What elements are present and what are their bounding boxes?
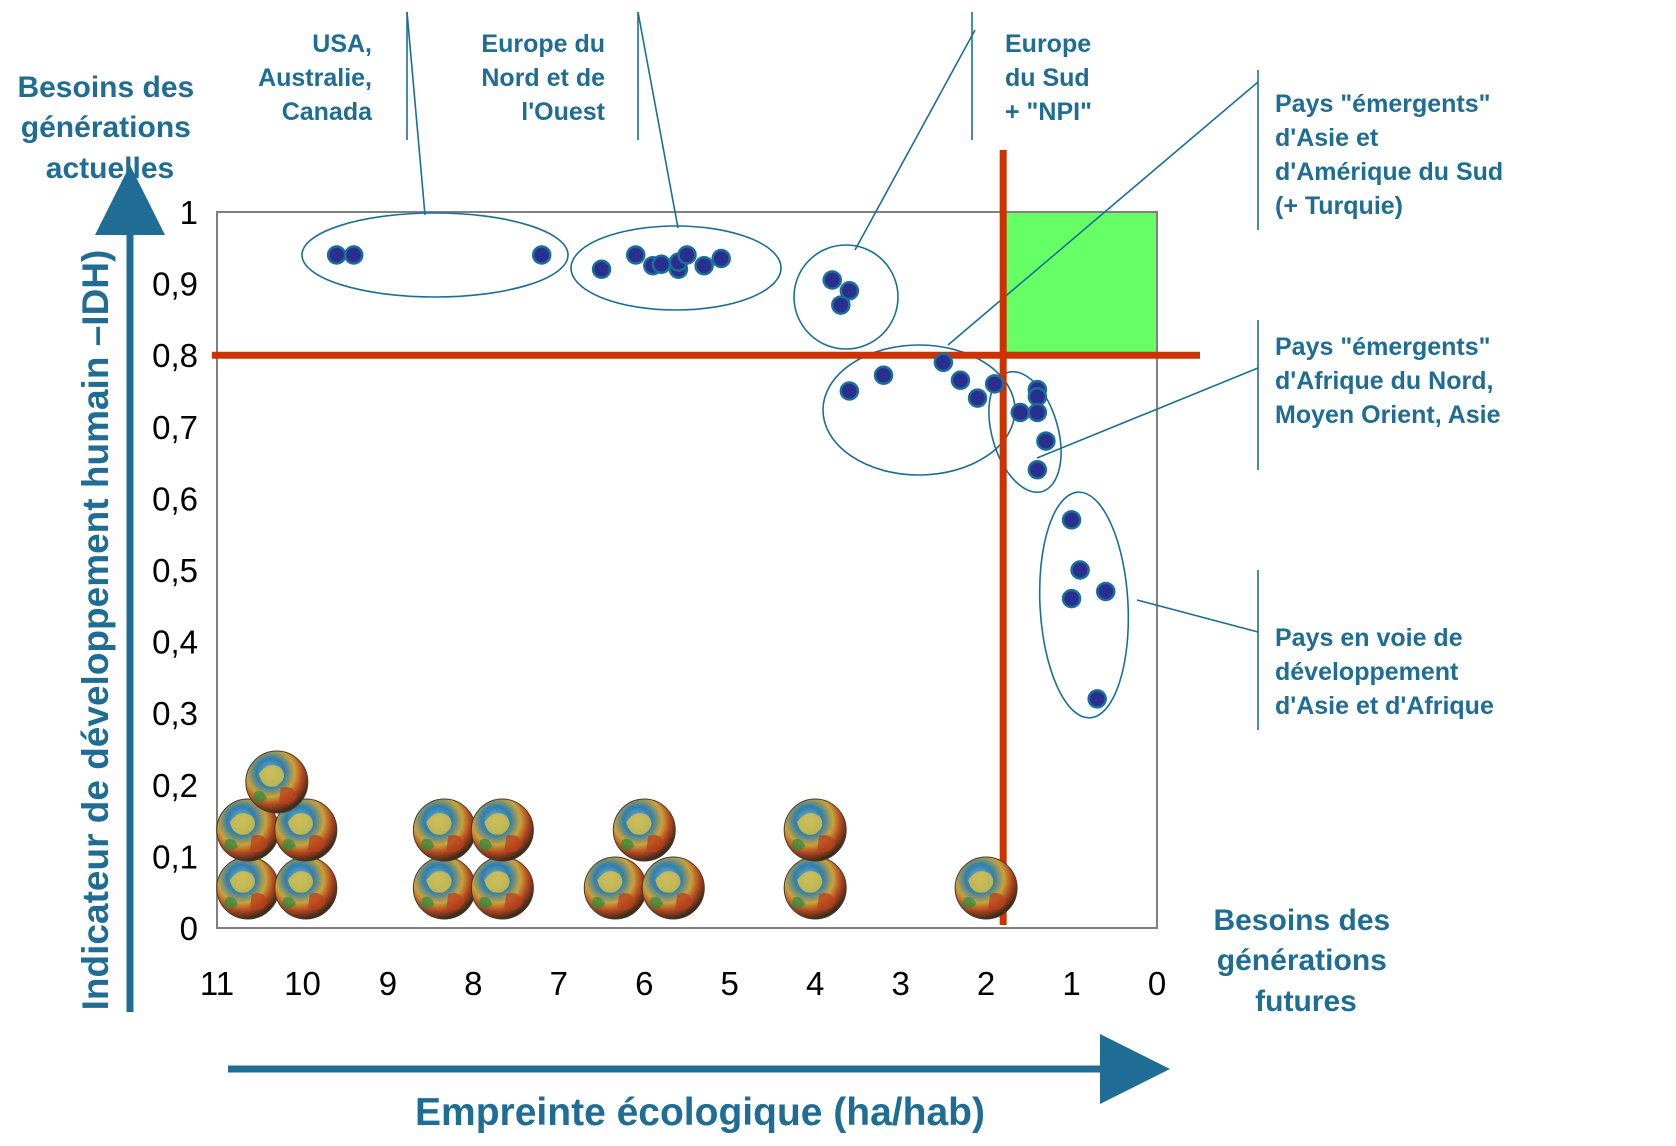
planet-icon — [641, 856, 705, 920]
x-tick-label: 3 — [891, 965, 909, 1002]
points-layer — [326, 245, 1116, 709]
data-point — [967, 388, 988, 408]
groups-layer: USA, Australie, Canada Europe du Nord et de l… — [258, 11, 1503, 730]
y-top-label: Besoins des générations actuelles — [17, 71, 202, 185]
planet-icon — [245, 750, 309, 814]
sustainable-zone — [1003, 212, 1157, 356]
group-leader-line — [1036, 367, 1259, 459]
x-tick-label: 4 — [806, 965, 824, 1002]
data-point — [677, 245, 697, 265]
x-tick-label: 7 — [550, 965, 568, 1002]
x-tick-label: 8 — [464, 965, 482, 1002]
data-point — [651, 254, 672, 275]
planet-icon — [470, 856, 534, 920]
group-label: Pays "émergents" d'Asie et d'Amérique du S… — [1275, 90, 1503, 220]
data-point — [950, 370, 971, 391]
planet-icon — [274, 856, 338, 920]
data-point — [831, 295, 851, 315]
y-tick-label: 0,8 — [152, 337, 198, 374]
group-ellipse — [1038, 491, 1130, 719]
y-tick-label: 0,6 — [152, 480, 198, 517]
data-point — [873, 365, 894, 385]
y-tick-labels: 0 0,1 0,2 0,3 0,4 0,5 0,6 0,7 0,8 0,9 1 — [152, 194, 198, 947]
planet-icon — [954, 856, 1018, 920]
group-ellipse — [822, 344, 1016, 476]
group-ellipse — [793, 244, 899, 350]
y-tick-label: 0,4 — [152, 624, 198, 661]
data-point — [1027, 402, 1048, 423]
group-leader-line — [947, 81, 1259, 346]
group-label: Pays "émergents" d'Afrique du Nord, Moyen … — [1275, 333, 1501, 429]
plot-frame — [216, 211, 1158, 929]
planet-icon — [612, 798, 676, 862]
data-point — [1070, 560, 1090, 580]
x-tick-label: 10 — [284, 965, 321, 1002]
group-leader-line — [1136, 599, 1259, 633]
y-tick-label: 0,2 — [152, 767, 198, 804]
group-label: Europe du Sud + "NPI" — [1005, 30, 1092, 126]
data-point — [1010, 402, 1031, 423]
y-tick-label: 0,7 — [152, 409, 198, 446]
x-right-label: Besoins des générations futures — [1213, 904, 1398, 1018]
data-point — [822, 270, 843, 290]
planet-icon — [274, 798, 338, 862]
data-point — [839, 381, 860, 401]
data-point — [326, 245, 347, 265]
y-tick-label: 1 — [180, 194, 198, 231]
planet-icon — [783, 798, 847, 862]
data-point — [531, 245, 552, 265]
data-point — [984, 374, 1005, 394]
planets-layer — [216, 750, 1018, 920]
x-tick-label: 11 — [200, 965, 234, 1002]
group-leader-line — [406, 11, 426, 216]
planet-icon — [783, 856, 847, 920]
y-tick-label: 0,9 — [152, 266, 198, 303]
group-ellipse — [570, 225, 782, 311]
x-tick-label: 6 — [635, 965, 653, 1002]
y-tick-label: 0,5 — [152, 552, 198, 589]
planet-icon — [583, 856, 647, 920]
group-leader-line — [637, 11, 679, 229]
x-tick-label: 5 — [721, 965, 739, 1002]
x-tick-labels: 11 10 9 8 7 6 5 4 3 2 1 0 — [200, 965, 1166, 1002]
data-point — [1027, 386, 1048, 407]
x-tick-label: 9 — [379, 965, 397, 1002]
group-leader-line — [854, 29, 976, 251]
data-point — [1095, 581, 1116, 602]
data-point — [839, 281, 860, 301]
threshold-layer — [212, 150, 1200, 925]
group-ellipse — [988, 370, 1062, 494]
group-label: Pays en voie de développement d'Asie et d'… — [1275, 624, 1494, 720]
planet-icon — [216, 798, 280, 862]
planet-icon — [470, 798, 534, 862]
data-point — [625, 245, 646, 265]
y-tick-label: 0,3 — [152, 695, 198, 732]
data-point — [1061, 588, 1082, 609]
data-point — [1036, 431, 1056, 451]
group-label: USA, Australie, Canada — [258, 30, 373, 126]
planet-icon — [412, 798, 476, 862]
group-ellipse — [301, 212, 569, 298]
planet-icon — [412, 856, 476, 920]
x-axis-title: Empreinte écologique (ha/hab) — [415, 1091, 985, 1134]
data-point — [694, 255, 714, 276]
group-label: Europe du Nord et de l'Ouest — [481, 30, 605, 126]
data-point — [1061, 510, 1082, 530]
data-point — [711, 248, 731, 269]
y-axis-title: Indicateur de développement humain –IDH) — [75, 250, 116, 1011]
data-point — [1027, 460, 1048, 480]
y-tick-label: 0 — [180, 910, 198, 947]
x-tick-label: 0 — [1148, 965, 1166, 1002]
x-tick-label: 2 — [977, 965, 995, 1002]
planet-icon — [216, 856, 280, 920]
y-tick-label: 0,1 — [152, 838, 198, 875]
data-point — [591, 259, 612, 280]
data-point — [343, 245, 364, 265]
data-point — [933, 352, 954, 373]
data-point — [1087, 689, 1107, 709]
x-tick-label: 1 — [1062, 965, 1080, 1002]
